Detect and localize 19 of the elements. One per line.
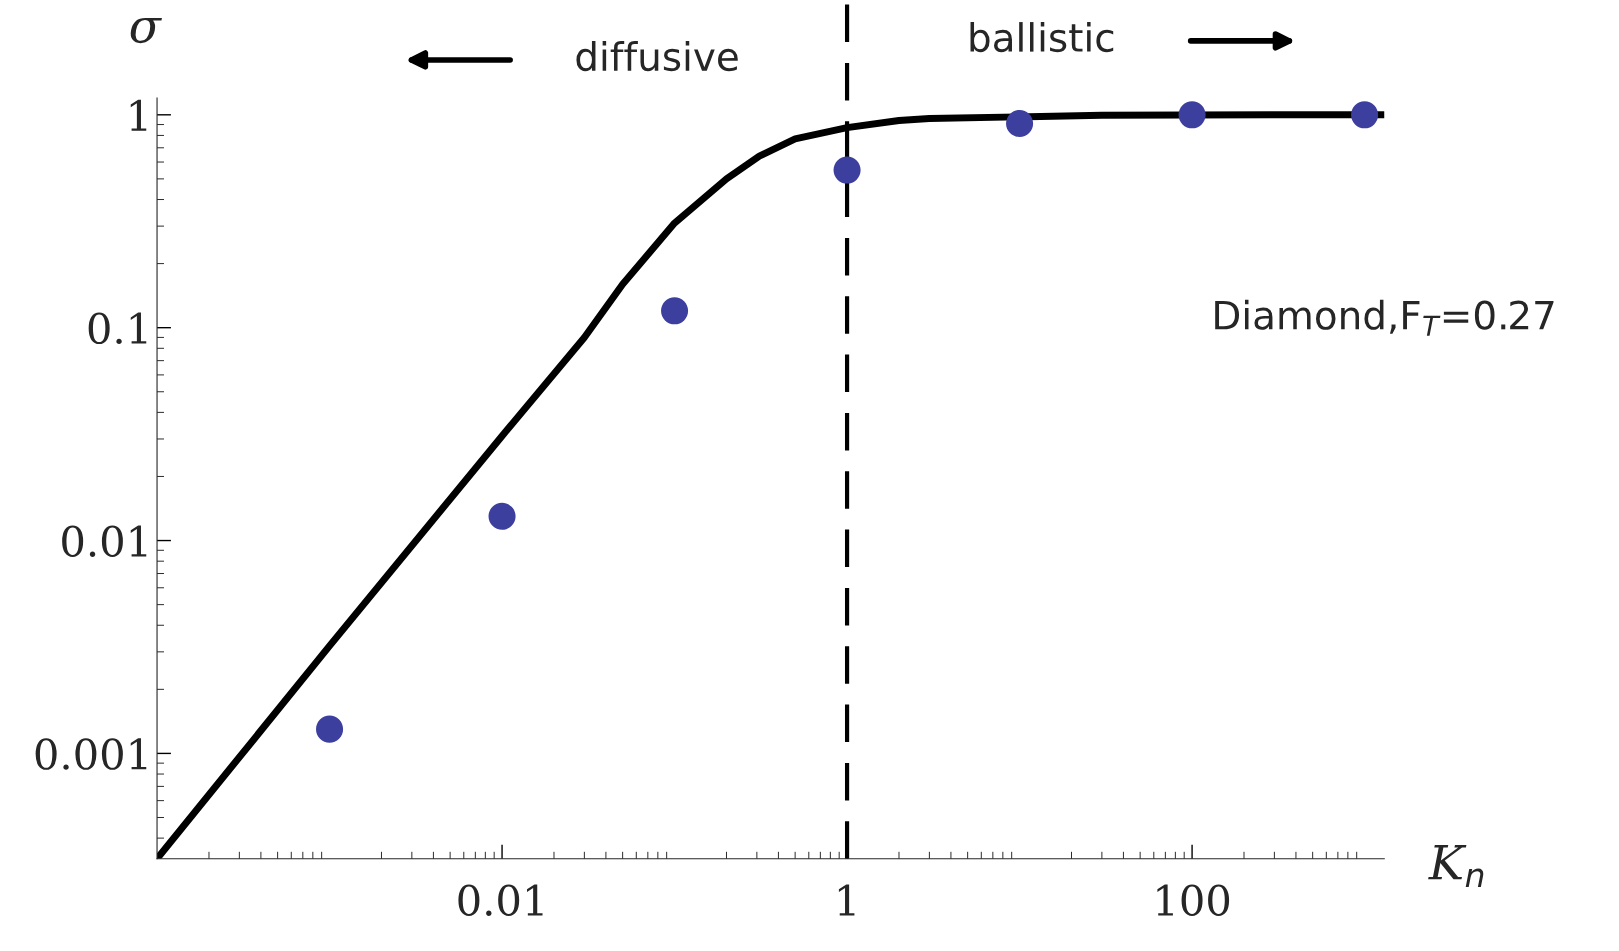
annotation: Diamond,F$_{T}$=0.27: [1215, 299, 1554, 336]
point: [1178, 101, 1206, 129]
x-axis-title: K$_{n}$: [1428, 844, 1484, 888]
point: [833, 156, 861, 184]
y-tick-label: 1: [130, 99, 147, 131]
x-tick-label: 100: [1157, 884, 1230, 917]
y-axis-title: σ: [130, 17, 162, 44]
point: [1006, 109, 1034, 138]
point: [661, 297, 689, 325]
point: [316, 715, 344, 743]
text: diffusive: [576, 41, 738, 72]
text: ballistic: [970, 22, 1114, 53]
point: [1351, 101, 1379, 129]
x-tick-label: 0.01: [458, 884, 543, 917]
point: [488, 502, 516, 530]
x-tick-label: 1: [838, 884, 855, 916]
y-tick-label: 0.1: [88, 312, 147, 345]
y-tick-label: 0.01: [62, 525, 147, 557]
y-tick-label: 0.001: [35, 738, 147, 770]
